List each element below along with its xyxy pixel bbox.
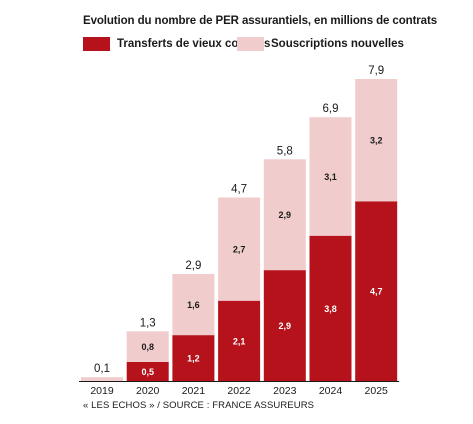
- x-tick-label-2023: 2023: [273, 385, 297, 397]
- x-tick-label-2021: 2021: [182, 385, 206, 397]
- data-label-transferts-2024: 3,8: [324, 304, 337, 314]
- data-label-souscriptions-2021: 1,6: [187, 300, 200, 310]
- bar-segment-souscriptions-2019: [81, 377, 123, 381]
- x-tick-label-2019: 2019: [90, 385, 114, 397]
- bar-segment-souscriptions-2025: [355, 79, 398, 202]
- legend-swatch-transferts: [83, 37, 110, 51]
- bar-segment-transferts-2020: [126, 361, 169, 381]
- bar-segment-souscriptions-2022: [218, 197, 261, 301]
- bar-segment-transferts-2021: [172, 335, 215, 381]
- bar-segment-transferts-2024: [309, 235, 352, 381]
- bar-segment-souscriptions-2020: [126, 331, 169, 362]
- legend: Transferts de vieux contrats Souscriptio…: [83, 37, 473, 53]
- data-label-transferts-2025: 4,7: [370, 287, 383, 297]
- data-label-souscriptions-2022: 2,7: [233, 245, 246, 255]
- bar-segment-souscriptions-2023: [263, 159, 306, 271]
- legend-swatch-souscriptions: [237, 37, 264, 51]
- data-label-transferts-2022: 2,1: [233, 336, 246, 346]
- data-label-souscriptions-2020: 0,8: [141, 342, 154, 352]
- source-credit: « LES ECHOS » / SOURCE : FRANCE ASSUREUR…: [83, 400, 315, 411]
- data-label-souscriptions-2024: 3,1: [324, 172, 337, 182]
- data-label-transferts-2023: 2,9: [279, 321, 292, 331]
- x-tick-label-2020: 2020: [136, 385, 160, 397]
- bar-segment-transferts-2023: [263, 270, 306, 381]
- legend-label-transferts: Transferts de vieux contrats: [117, 38, 271, 50]
- legend-label-souscriptions: Souscriptions nouvelles: [271, 38, 404, 50]
- bar-segment-transferts-2022: [218, 300, 261, 381]
- stacked-bar-chart: 0,1 2019 0,5 0,8 1,3 2020 1,2 1,6 2,9 2021 2,1 2,7 4…: [79, 65, 400, 397]
- x-tick-label-2025: 2025: [365, 385, 389, 397]
- bar-segment-souscriptions-2024: [309, 117, 352, 236]
- x-tick-label-2022: 2022: [227, 385, 251, 397]
- data-label-transferts-2021: 1,2: [187, 354, 200, 364]
- total-label-2019: 0,1: [94, 363, 110, 375]
- total-label-2023: 5,8: [277, 145, 293, 157]
- data-label-souscriptions-2023: 2,9: [279, 210, 292, 220]
- total-label-2025: 7,9: [368, 65, 384, 77]
- data-label-souscriptions-2025: 3,2: [370, 136, 383, 146]
- x-tick-label-2024: 2024: [319, 385, 343, 397]
- total-label-2020: 1,3: [140, 317, 156, 329]
- legend-item-transferts: Transferts de vieux contrats: [83, 37, 270, 51]
- data-label-transferts-2020: 0,5: [141, 367, 154, 377]
- legend-item-souscriptions: Souscriptions nouvelles: [237, 37, 404, 51]
- chart-title: Evolution du nombre de PER assurantiels,…: [83, 15, 438, 27]
- bar-segment-transferts-2025: [355, 201, 398, 381]
- total-label-2024: 6,9: [323, 103, 339, 115]
- total-label-2022: 4,7: [231, 184, 247, 196]
- bar-segment-souscriptions-2021: [172, 273, 215, 336]
- total-label-2021: 2,9: [185, 260, 201, 272]
